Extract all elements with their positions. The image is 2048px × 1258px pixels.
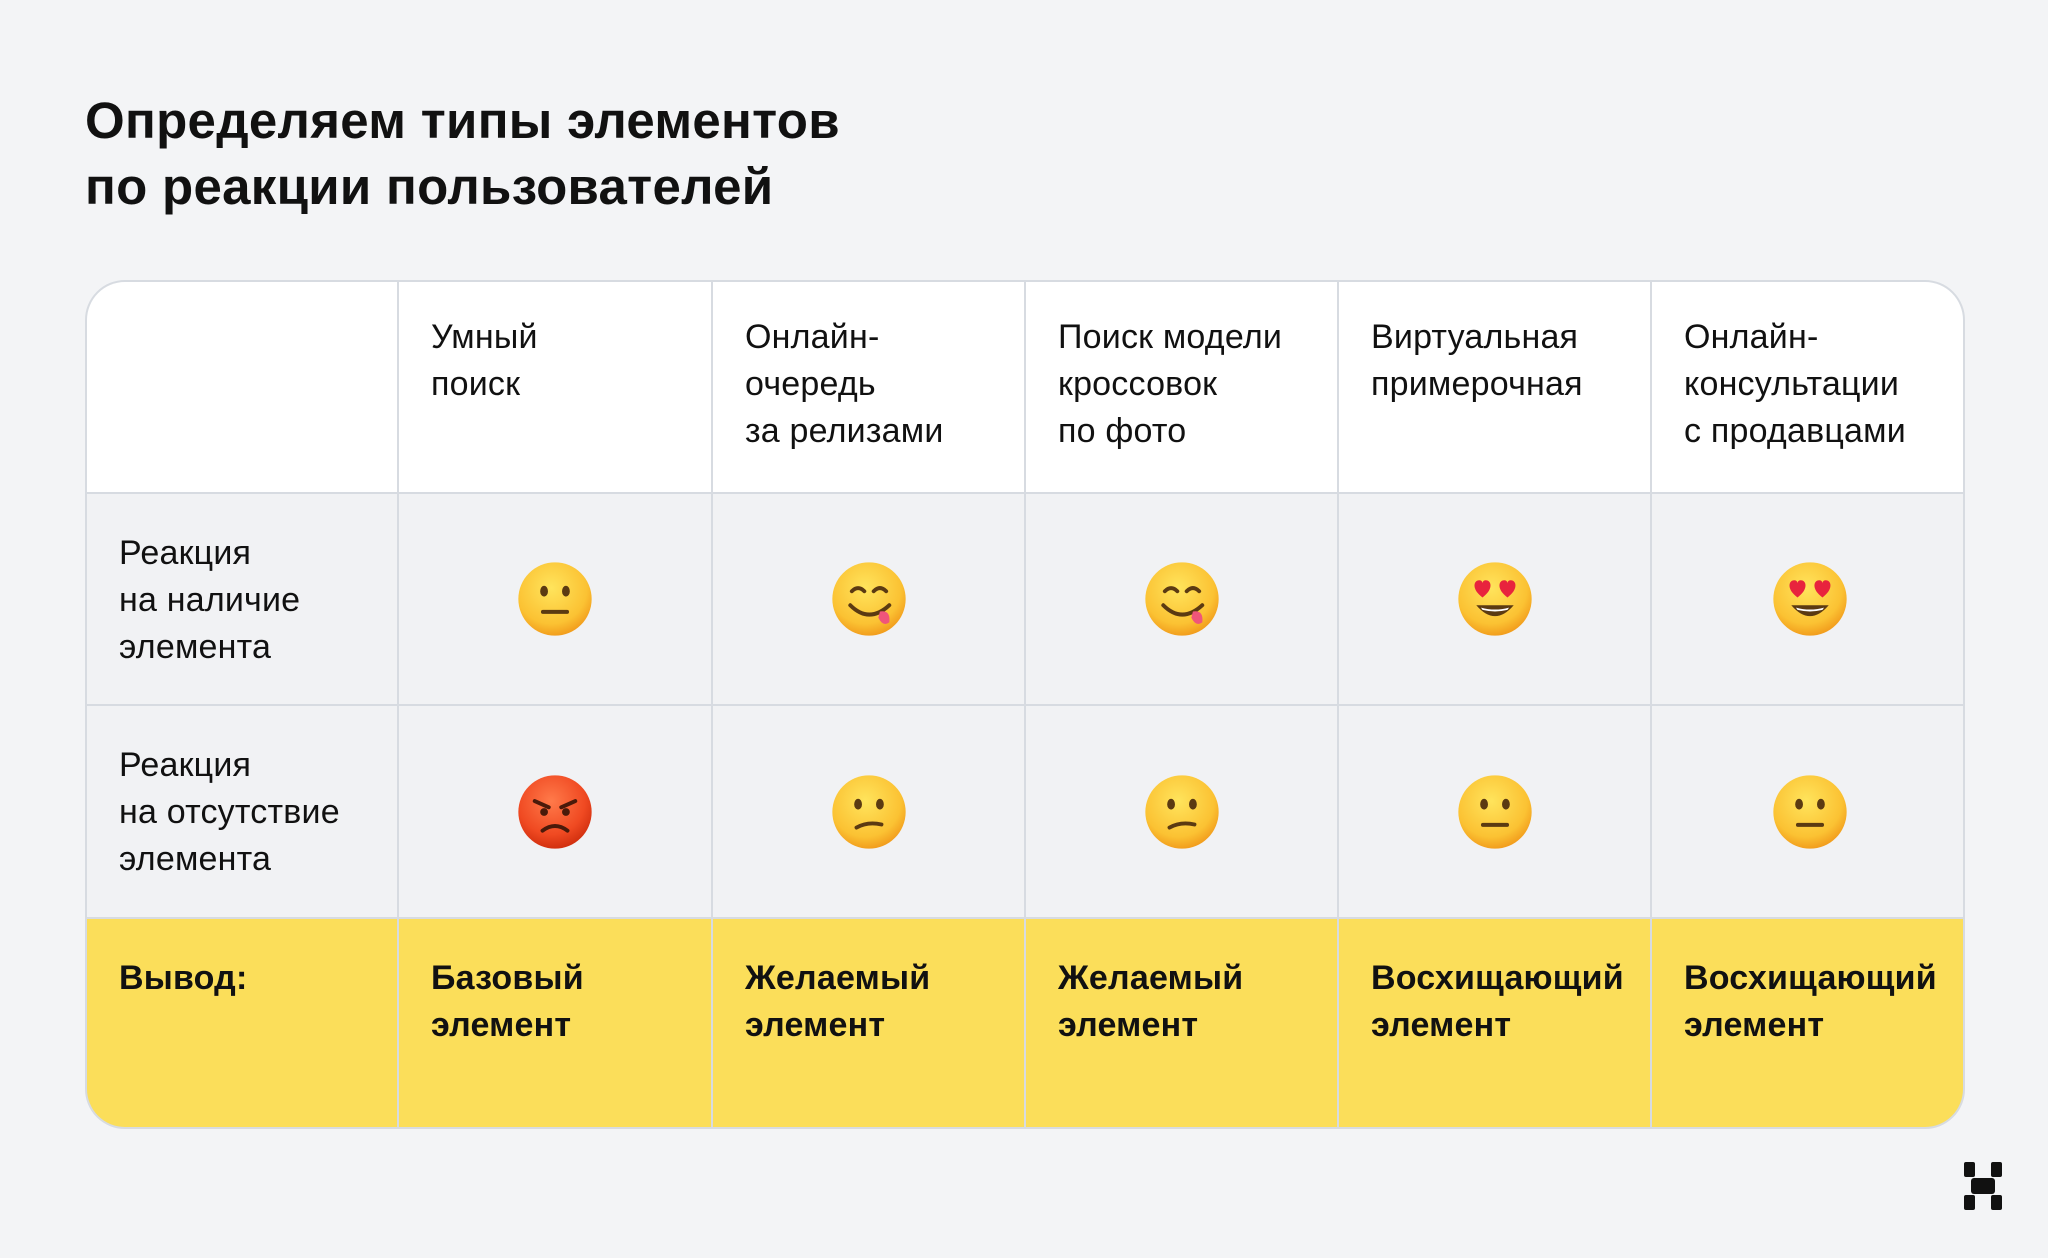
reaction-table: Умный поиск Онлайн- очередь за релизами … <box>85 280 1965 1129</box>
emoji-cell <box>1652 706 1963 919</box>
row-label-presence: Реакция на наличие элемента <box>87 494 399 706</box>
header-text: Виртуальная <box>1371 318 1579 356</box>
header-text: Поиск модели <box>1058 318 1283 356</box>
angry-face-emoji <box>518 774 592 849</box>
row-label-result: Вывод: <box>87 919 399 1127</box>
header-text: консультации <box>1684 365 1900 403</box>
savoring-food-face-emoji <box>831 562 906 636</box>
row-label-text: на отсутствие <box>119 793 340 831</box>
header-cell-smart-search: Умный поиск <box>399 282 713 494</box>
header-cell-photo-search: Поиск модели кроссовок по фото <box>1026 282 1339 494</box>
row-label-text: элемента <box>119 628 272 666</box>
row-label-text: Вывод: <box>119 959 248 997</box>
header-cell-online-consult: Онлайн- консультации с продавцами <box>1652 282 1963 494</box>
header-text: примерочная <box>1371 365 1583 403</box>
result-text: Желаемый <box>745 959 931 997</box>
emoji-cell <box>1652 494 1963 706</box>
x-logo-icon <box>1964 1162 2002 1210</box>
result-cell: Восхищающий элемент <box>1652 919 1963 1127</box>
confused-face-emoji <box>1144 774 1219 849</box>
header-text: кроссовок <box>1058 365 1218 403</box>
heart-eyes-face-emoji <box>1457 562 1532 636</box>
header-text: Онлайн- <box>1684 318 1819 356</box>
header-text: по фото <box>1058 412 1187 450</box>
result-text: элемент <box>1684 1006 1825 1044</box>
result-text: элемент <box>431 1006 572 1044</box>
header-empty-cell <box>87 282 399 494</box>
page-title: Определяем типы элементов по реакции пол… <box>85 88 840 220</box>
result-text: Восхищающий <box>1371 959 1624 997</box>
result-cell: Желаемый элемент <box>713 919 1026 1127</box>
row-label-text: Реакция <box>119 746 252 784</box>
header-text: Умный <box>431 318 538 356</box>
result-text: элемент <box>1371 1006 1512 1044</box>
confused-face-emoji <box>831 774 906 849</box>
emoji-cell <box>713 706 1026 919</box>
result-text: элемент <box>1058 1006 1199 1044</box>
result-text: Базовый <box>431 959 584 997</box>
row-label-absence: Реакция на отсутствие элемента <box>87 706 399 919</box>
emoji-cell <box>1339 494 1652 706</box>
heart-eyes-face-emoji <box>1772 562 1847 636</box>
header-text: за релизами <box>745 412 944 450</box>
result-cell: Желаемый элемент <box>1026 919 1339 1127</box>
header-cell-online-queue: Онлайн- очередь за релизами <box>713 282 1026 494</box>
row-label-text: элемента <box>119 840 272 878</box>
emoji-cell <box>399 706 713 919</box>
title-line-1: Определяем типы элементов <box>85 92 840 149</box>
result-cell: Базовый элемент <box>399 919 713 1127</box>
result-text: Желаемый <box>1058 959 1244 997</box>
header-text: Онлайн- <box>745 318 880 356</box>
result-text: Восхищающий <box>1684 959 1937 997</box>
header-text: поиск <box>431 365 521 403</box>
result-text: элемент <box>745 1006 886 1044</box>
header-text: с продавцами <box>1684 412 1906 450</box>
neutral-face-emoji <box>1457 774 1532 849</box>
emoji-cell <box>1026 706 1339 919</box>
emoji-cell <box>1339 706 1652 919</box>
result-cell: Восхищающий элемент <box>1339 919 1652 1127</box>
row-label-text: на наличие <box>119 581 301 619</box>
neutral-face-emoji <box>518 562 592 636</box>
savoring-food-face-emoji <box>1144 562 1219 636</box>
emoji-cell <box>713 494 1026 706</box>
header-cell-virtual-fitting: Виртуальная примерочная <box>1339 282 1652 494</box>
emoji-cell <box>399 494 713 706</box>
header-text: очередь <box>745 365 876 403</box>
title-line-2: по реакции пользователей <box>85 158 774 215</box>
neutral-face-emoji <box>1772 774 1847 849</box>
emoji-cell <box>1026 494 1339 706</box>
row-label-text: Реакция <box>119 534 252 572</box>
